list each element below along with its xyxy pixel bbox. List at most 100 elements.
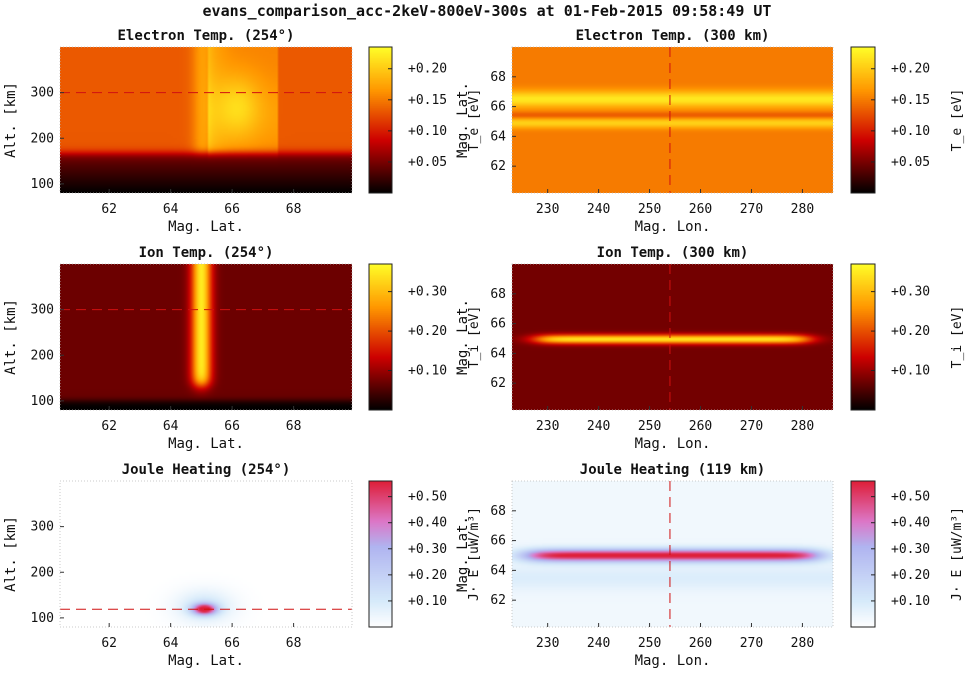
panel-title: Electron Temp. (254°) [117,28,294,44]
x-axis-label: Mag. Lon. [635,436,711,452]
colorbar-tick-label: +0.50 [408,490,447,505]
colorbar-gradient [851,264,875,410]
colorbar: +0.10 +0.20 +0.30 +0.40 +0.50 J· E [uW/m³] [850,480,965,628]
y-tick-label: 100 [31,611,54,626]
y-tick-label: 64 [490,129,506,144]
x-axis-label: Mag. Lon. [635,219,711,235]
x-axis-label: Mag. Lat. [168,436,244,452]
y-tick-label: 62 [490,159,506,174]
colorbar-gradient [369,264,392,410]
colorbar-tick-label: +0.20 [891,568,930,583]
colorbar-tick-label: +0.40 [891,516,930,531]
y-axis-label: Alt. [km] [3,299,19,375]
x-tick-label: 66 [224,419,240,434]
colorbar-tick-label: +0.10 [891,594,930,609]
x-tick-label: 230 [536,636,559,651]
colorbar-tick-label: +0.20 [891,62,930,77]
x-tick-label: 230 [536,419,559,434]
x-tick-label: 66 [224,636,240,651]
x-tick-label: 250 [638,636,661,651]
x-tick-label: 260 [689,202,712,217]
y-tick-label: 68 [490,287,506,302]
colorbar-tick-label: +0.05 [408,155,447,170]
y-tick-label: 66 [490,534,506,549]
plot-frame [511,480,834,628]
chart-panel-6: Joule Heating (119 km) 230 240 250 260 270 280… [455,462,965,669]
colorbar: +0.10 +0.20 +0.30 T_i [eV] [368,263,482,411]
x-tick-label: 240 [587,202,610,217]
x-tick-label: 66 [224,202,240,217]
colorbar-gradient [369,481,392,627]
figure-title: evans_comparison_acc-2keV-800eV-300s at … [203,2,772,20]
colorbar-frame [368,263,393,411]
y-axis-label: Mag. Lat. [455,516,471,592]
y-tick-label: 300 [31,520,54,535]
colorbar: +0.05 +0.10 +0.15 +0.20 T_e [eV] [368,46,482,194]
colorbar-tick-label: +0.20 [408,568,447,583]
y-tick-label: 100 [31,177,54,192]
colorbar-label: J· E [uW/m³] [950,507,965,601]
heatmap-image [512,481,833,627]
colorbar-tick-label: +0.05 [891,155,930,170]
chart-panel-2: Electron Temp. (300 km) 230 240 250 260 270 28… [455,28,965,235]
colorbar-tick-label: +0.10 [408,364,447,379]
heatmap-image [60,264,352,410]
y-tick-label: 200 [31,565,54,580]
heatmap-image [60,481,352,627]
y-tick-label: 300 [31,303,54,318]
colorbar-tick-label: +0.10 [408,594,447,609]
heatmap-image [512,264,833,410]
panel-title: Joule Heating (119 km) [580,462,765,478]
y-tick-label: 68 [490,70,506,85]
x-tick-label: 62 [101,419,117,434]
x-tick-label: 280 [791,636,814,651]
x-tick-label: 270 [740,419,763,434]
panel-title: Joule Heating (254°) [122,462,291,478]
y-tick-label: 62 [490,376,506,391]
colorbar-tick-label: +0.20 [891,324,930,339]
colorbar: +0.10 +0.20 +0.30 T_i [eV] [850,263,965,411]
x-tick-label: 230 [536,202,559,217]
x-tick-label: 68 [286,419,302,434]
colorbar-label: T_i [eV] [950,306,965,369]
x-tick-label: 250 [638,202,661,217]
colorbar-tick-label: +0.30 [408,285,447,300]
colorbar-label: J· E [uW/m³] [467,507,482,601]
colorbar-tick-label: +0.30 [891,542,930,557]
x-axis-label: Mag. Lat. [168,653,244,669]
y-tick-label: 66 [490,317,506,332]
heatmap-image [60,47,352,193]
x-axis-label: Mag. Lat. [168,219,244,235]
x-tick-label: 260 [689,636,712,651]
colorbar-label: T_e [eV] [950,89,965,152]
x-tick-label: 240 [587,636,610,651]
x-tick-label: 64 [163,202,179,217]
colorbar-frame [368,46,393,194]
x-tick-label: 62 [101,202,117,217]
y-axis-label: Alt. [km] [3,82,19,158]
x-tick-label: 280 [791,419,814,434]
y-tick-label: 64 [490,563,506,578]
y-tick-label: 200 [31,348,54,363]
plot-frame [511,46,834,194]
x-tick-label: 250 [638,419,661,434]
x-tick-label: 270 [740,636,763,651]
chart-panel-5: Joule Heating (254°) 62 64 66 68 100 200 300 Mag… [3,462,482,669]
x-tick-label: 280 [791,202,814,217]
x-tick-label: 68 [286,202,302,217]
colorbar-tick-label: +0.10 [891,364,930,379]
panel-title: Ion Temp. (254°) [139,245,274,261]
x-tick-label: 62 [101,636,117,651]
x-tick-label: 64 [163,419,179,434]
colorbar: +0.05 +0.10 +0.15 +0.20 T_e [eV] [850,46,965,194]
colorbar-tick-label: +0.20 [408,324,447,339]
colorbar-tick-label: +0.30 [408,542,447,557]
x-tick-label: 270 [740,202,763,217]
panels: Electron Temp. (254°) 62 64 66 68 100 200 300 Ma… [3,28,965,669]
colorbar-gradient [851,47,875,193]
x-tick-label: 68 [286,636,302,651]
x-tick-label: 240 [587,419,610,434]
chart-panel-3: Ion Temp. (254°) 62 64 66 68 100 200 300 Mag. La… [3,245,482,452]
y-axis-label: Mag. Lat. [455,299,471,375]
colorbar-frame [850,46,876,194]
